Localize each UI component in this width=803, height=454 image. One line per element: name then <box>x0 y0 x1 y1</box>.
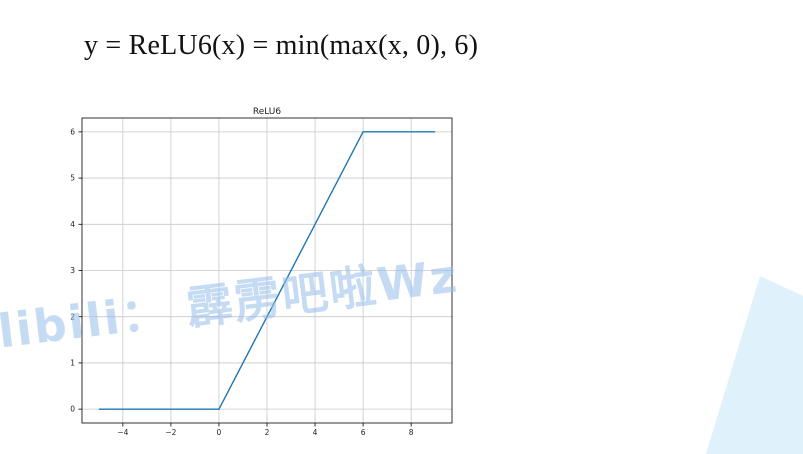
x-tick-label: 8 <box>409 428 414 437</box>
grid <box>82 118 452 423</box>
ticks: −4 −2 0 2 4 6 8 0 1 2 3 4 5 6 <box>70 127 414 437</box>
accent-triangle <box>706 276 803 454</box>
x-tick-label: 4 <box>313 428 318 437</box>
relu6-chart: −4 −2 0 2 4 6 8 0 1 2 3 4 5 6 ReLU6 <box>70 107 453 437</box>
y-tick-label: 4 <box>70 220 75 229</box>
y-tick-label: 6 <box>70 127 75 136</box>
y-tick-label: 3 <box>70 266 75 275</box>
y-tick-label: 5 <box>70 174 75 183</box>
y-tick-label: 2 <box>70 312 75 321</box>
x-tick-label: −2 <box>165 428 176 437</box>
x-tick-label: 6 <box>361 428 366 437</box>
y-tick-label: 0 <box>70 405 75 414</box>
x-tick-label: 0 <box>217 428 222 437</box>
relu6-line <box>98 131 436 410</box>
x-tick-label: 2 <box>265 428 270 437</box>
chart-title: ReLU6 <box>253 107 282 117</box>
formula: y = ReLU6(x) = min(max(x, 0), 6) <box>84 30 479 61</box>
series-layer <box>98 131 436 410</box>
x-tick-label: −4 <box>117 428 128 437</box>
y-tick-label: 1 <box>70 359 75 368</box>
